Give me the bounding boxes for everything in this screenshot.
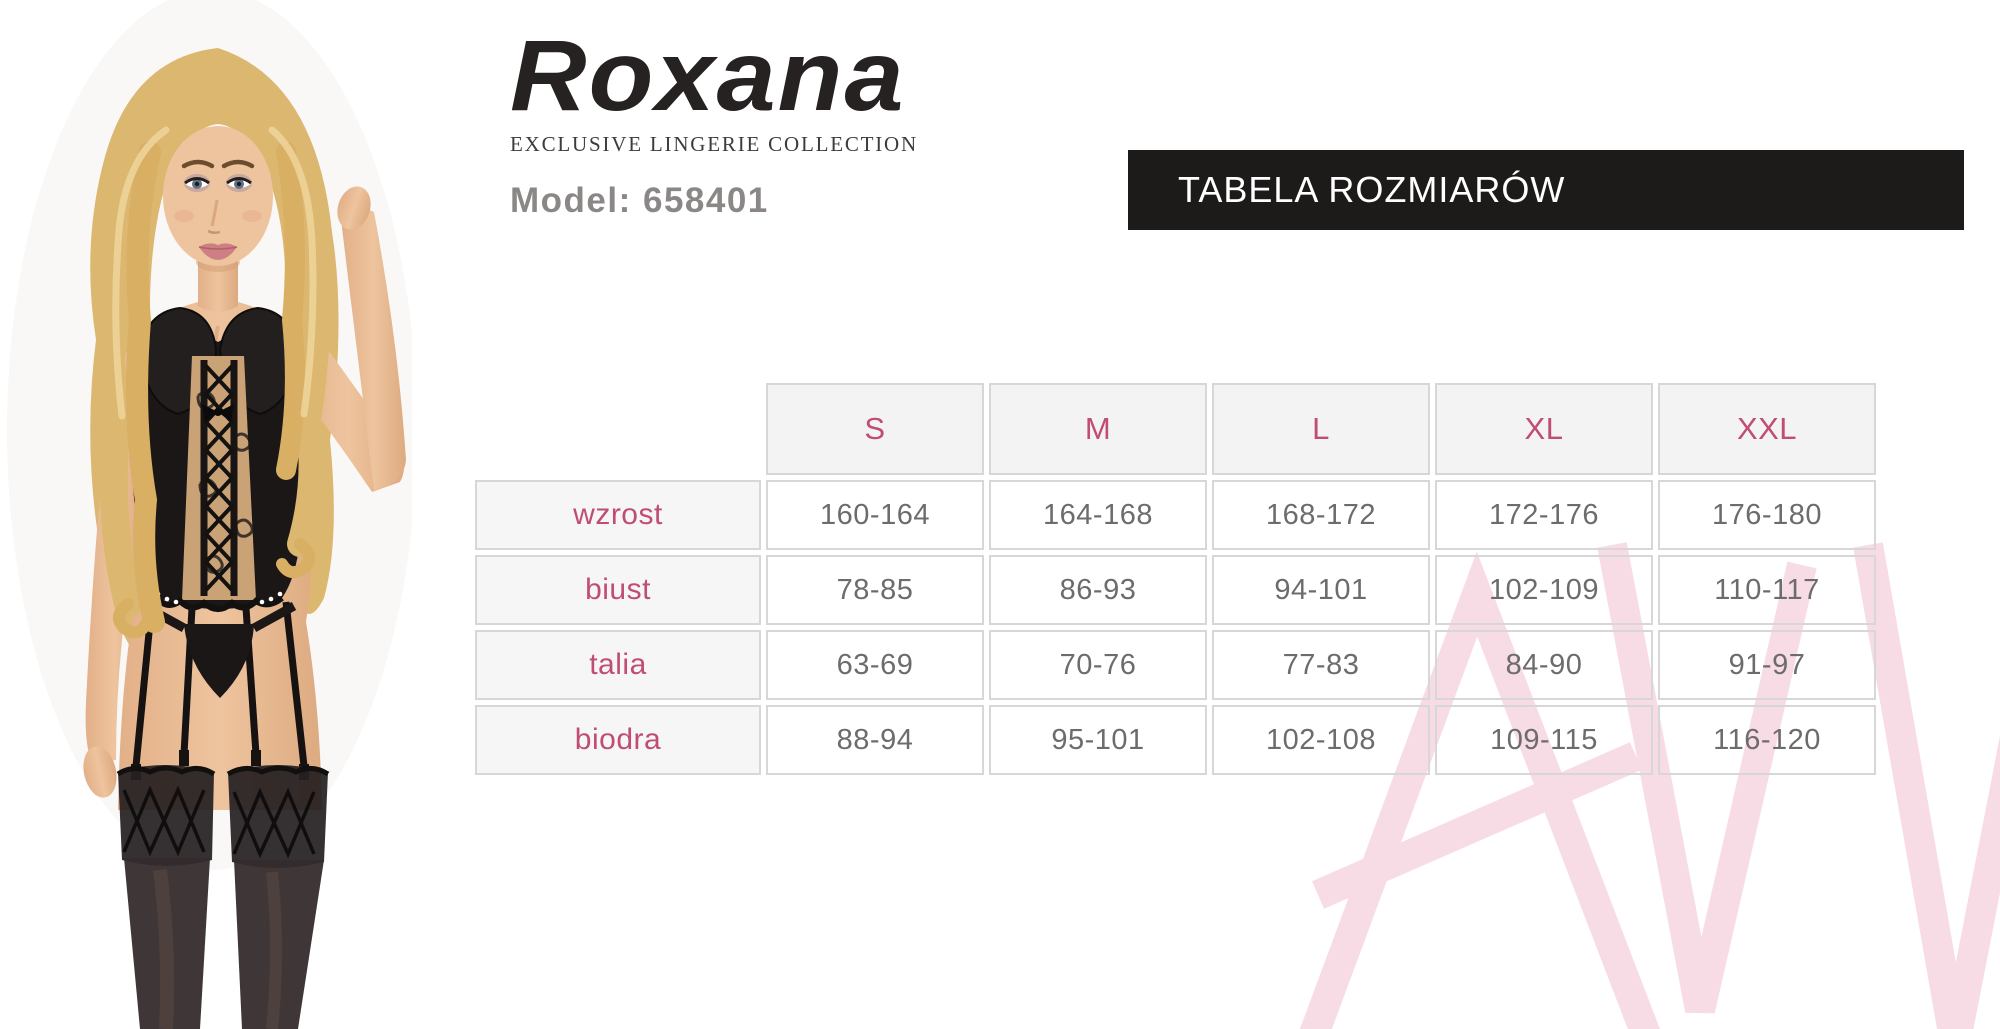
brand-tagline: EXCLUSIVE LINGERIE COLLECTION bbox=[510, 132, 918, 156]
table-corner-cell bbox=[475, 383, 761, 475]
size-cell: 84-90 bbox=[1435, 630, 1653, 700]
brand-block: Roxana EXCLUSIVE LINGERIE COLLECTION Mod… bbox=[510, 26, 918, 221]
size-cell: 109-115 bbox=[1435, 705, 1653, 775]
row-label-biodra: biodra bbox=[475, 705, 761, 775]
size-cell: 172-176 bbox=[1435, 480, 1653, 550]
row-label-talia: talia bbox=[475, 630, 761, 700]
face bbox=[163, 126, 273, 312]
size-cell: 102-108 bbox=[1212, 705, 1430, 775]
size-col-header-l: L bbox=[1212, 383, 1430, 475]
size-cell: 176-180 bbox=[1658, 480, 1876, 550]
size-chart-banner: TABELA ROZMIARÓW bbox=[1128, 150, 1964, 230]
size-cell: 110-117 bbox=[1658, 555, 1876, 625]
row-label-biust: biust bbox=[475, 555, 761, 625]
size-cell: 91-97 bbox=[1658, 630, 1876, 700]
size-cell: 88-94 bbox=[766, 705, 984, 775]
bustier bbox=[131, 306, 309, 612]
size-cell: 160-164 bbox=[766, 480, 984, 550]
brand-logo: Roxana bbox=[510, 20, 906, 132]
size-cell: 70-76 bbox=[989, 630, 1207, 700]
size-cell: 63-69 bbox=[766, 630, 984, 700]
size-cell: 168-172 bbox=[1212, 480, 1430, 550]
stockings bbox=[116, 765, 330, 1029]
size-cell: 94-101 bbox=[1212, 555, 1430, 625]
hair-curls bbox=[95, 85, 331, 639]
size-cell: 116-120 bbox=[1658, 705, 1876, 775]
size-cell: 86-93 bbox=[989, 555, 1207, 625]
size-col-header-xxl: XXL bbox=[1658, 383, 1876, 475]
size-col-header-xl: XL bbox=[1435, 383, 1653, 475]
model-photo bbox=[7, 0, 412, 1029]
size-cell: 164-168 bbox=[989, 480, 1207, 550]
size-table: S M L XL XXL wzrost 160-164 164-168 168-… bbox=[475, 383, 1876, 775]
row-label-wzrost: wzrost bbox=[475, 480, 761, 550]
bow-icon bbox=[202, 404, 234, 422]
size-col-header-s: S bbox=[766, 383, 984, 475]
size-cell: 95-101 bbox=[989, 705, 1207, 775]
size-cell: 78-85 bbox=[766, 555, 984, 625]
size-cell: 77-83 bbox=[1212, 630, 1430, 700]
model-number: Model: 658401 bbox=[510, 181, 769, 220]
size-col-header-m: M bbox=[989, 383, 1207, 475]
size-cell: 102-109 bbox=[1435, 555, 1653, 625]
banner-title: TABELA ROZMIARÓW bbox=[1178, 169, 1566, 210]
